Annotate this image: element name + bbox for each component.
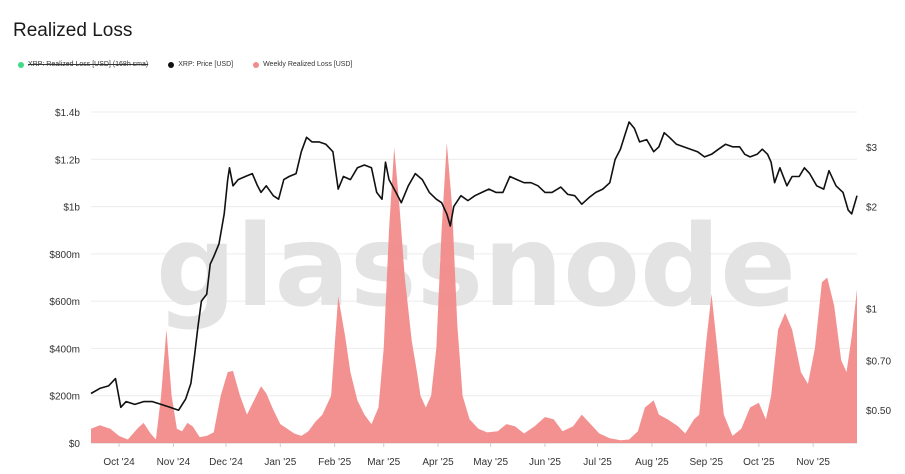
legend-item-realized-loss-sma[interactable]: XRP: Realized Loss [USD] (168h sma): [18, 61, 148, 68]
y-left-tick-label: $1.4b: [55, 108, 80, 119]
y-left-tick-label: $800m: [49, 250, 80, 261]
y-right-tick-label: $3: [866, 143, 878, 154]
y-left-tick-label: $1.2b: [55, 155, 80, 166]
legend-item-weekly-realized-loss[interactable]: Weekly Realized Loss [USD]: [253, 61, 352, 68]
x-tick-label: Oct '24: [103, 457, 135, 468]
legend-dot-icon: [253, 61, 260, 68]
x-tick-label: Jun '25: [529, 457, 561, 468]
legend-label: XRP: Realized Loss [USD] (168h sma): [28, 61, 149, 68]
price-line: [90, 121, 858, 411]
y-left-tick-label: $600m: [49, 297, 80, 308]
x-tick-label: Apr '25: [422, 457, 454, 468]
y-left-tick-label: $1b: [63, 203, 80, 214]
watermark: glassnode: [156, 202, 796, 332]
y-left-tick-label: $0: [69, 439, 81, 450]
x-tick-label: Dec '24: [209, 457, 243, 468]
y-right-tick-label: $1: [866, 304, 878, 315]
x-tick-label: Mar '25: [367, 457, 400, 468]
legend-dot-icon: [168, 61, 175, 68]
chart-legend: XRP: Realized Loss [USD] (168h sma) XRP:…: [18, 61, 352, 68]
x-tick-label: Jan '25: [264, 457, 296, 468]
y-left-tick-label: $200m: [49, 392, 80, 403]
weekly-realized-loss-area: [91, 142, 857, 443]
x-tick-label: Nov '25: [796, 457, 830, 468]
x-tick-label: Sep '25: [689, 457, 723, 468]
y-right-tick-label: $2: [866, 202, 878, 213]
x-tick-label: Nov '24: [157, 457, 191, 468]
x-tick-label: Oct '25: [743, 457, 775, 468]
x-tick-label: Jul '25: [583, 457, 612, 468]
x-tick-label: May '25: [473, 457, 508, 468]
x-tick-label: Aug '25: [635, 457, 669, 468]
y-right-tick-label: $0.50: [866, 406, 891, 417]
legend-dot-icon: [18, 61, 24, 68]
legend-label: XRP: Price [USD]: [178, 61, 234, 68]
chart-title: Realized Loss: [13, 20, 133, 41]
y-left-tick-label: $400m: [49, 344, 80, 355]
axis-ticks: $0 $200m $400m $600m $800m $1b $1.2b $1.4b $0.50…: [49, 108, 891, 468]
y-right-tick-label: $0.70: [866, 357, 891, 368]
legend-item-price[interactable]: XRP: Price [USD]: [168, 61, 233, 68]
legend-label: Weekly Realized Loss [USD]: [263, 61, 353, 68]
x-tick-label: Feb '25: [318, 457, 351, 468]
